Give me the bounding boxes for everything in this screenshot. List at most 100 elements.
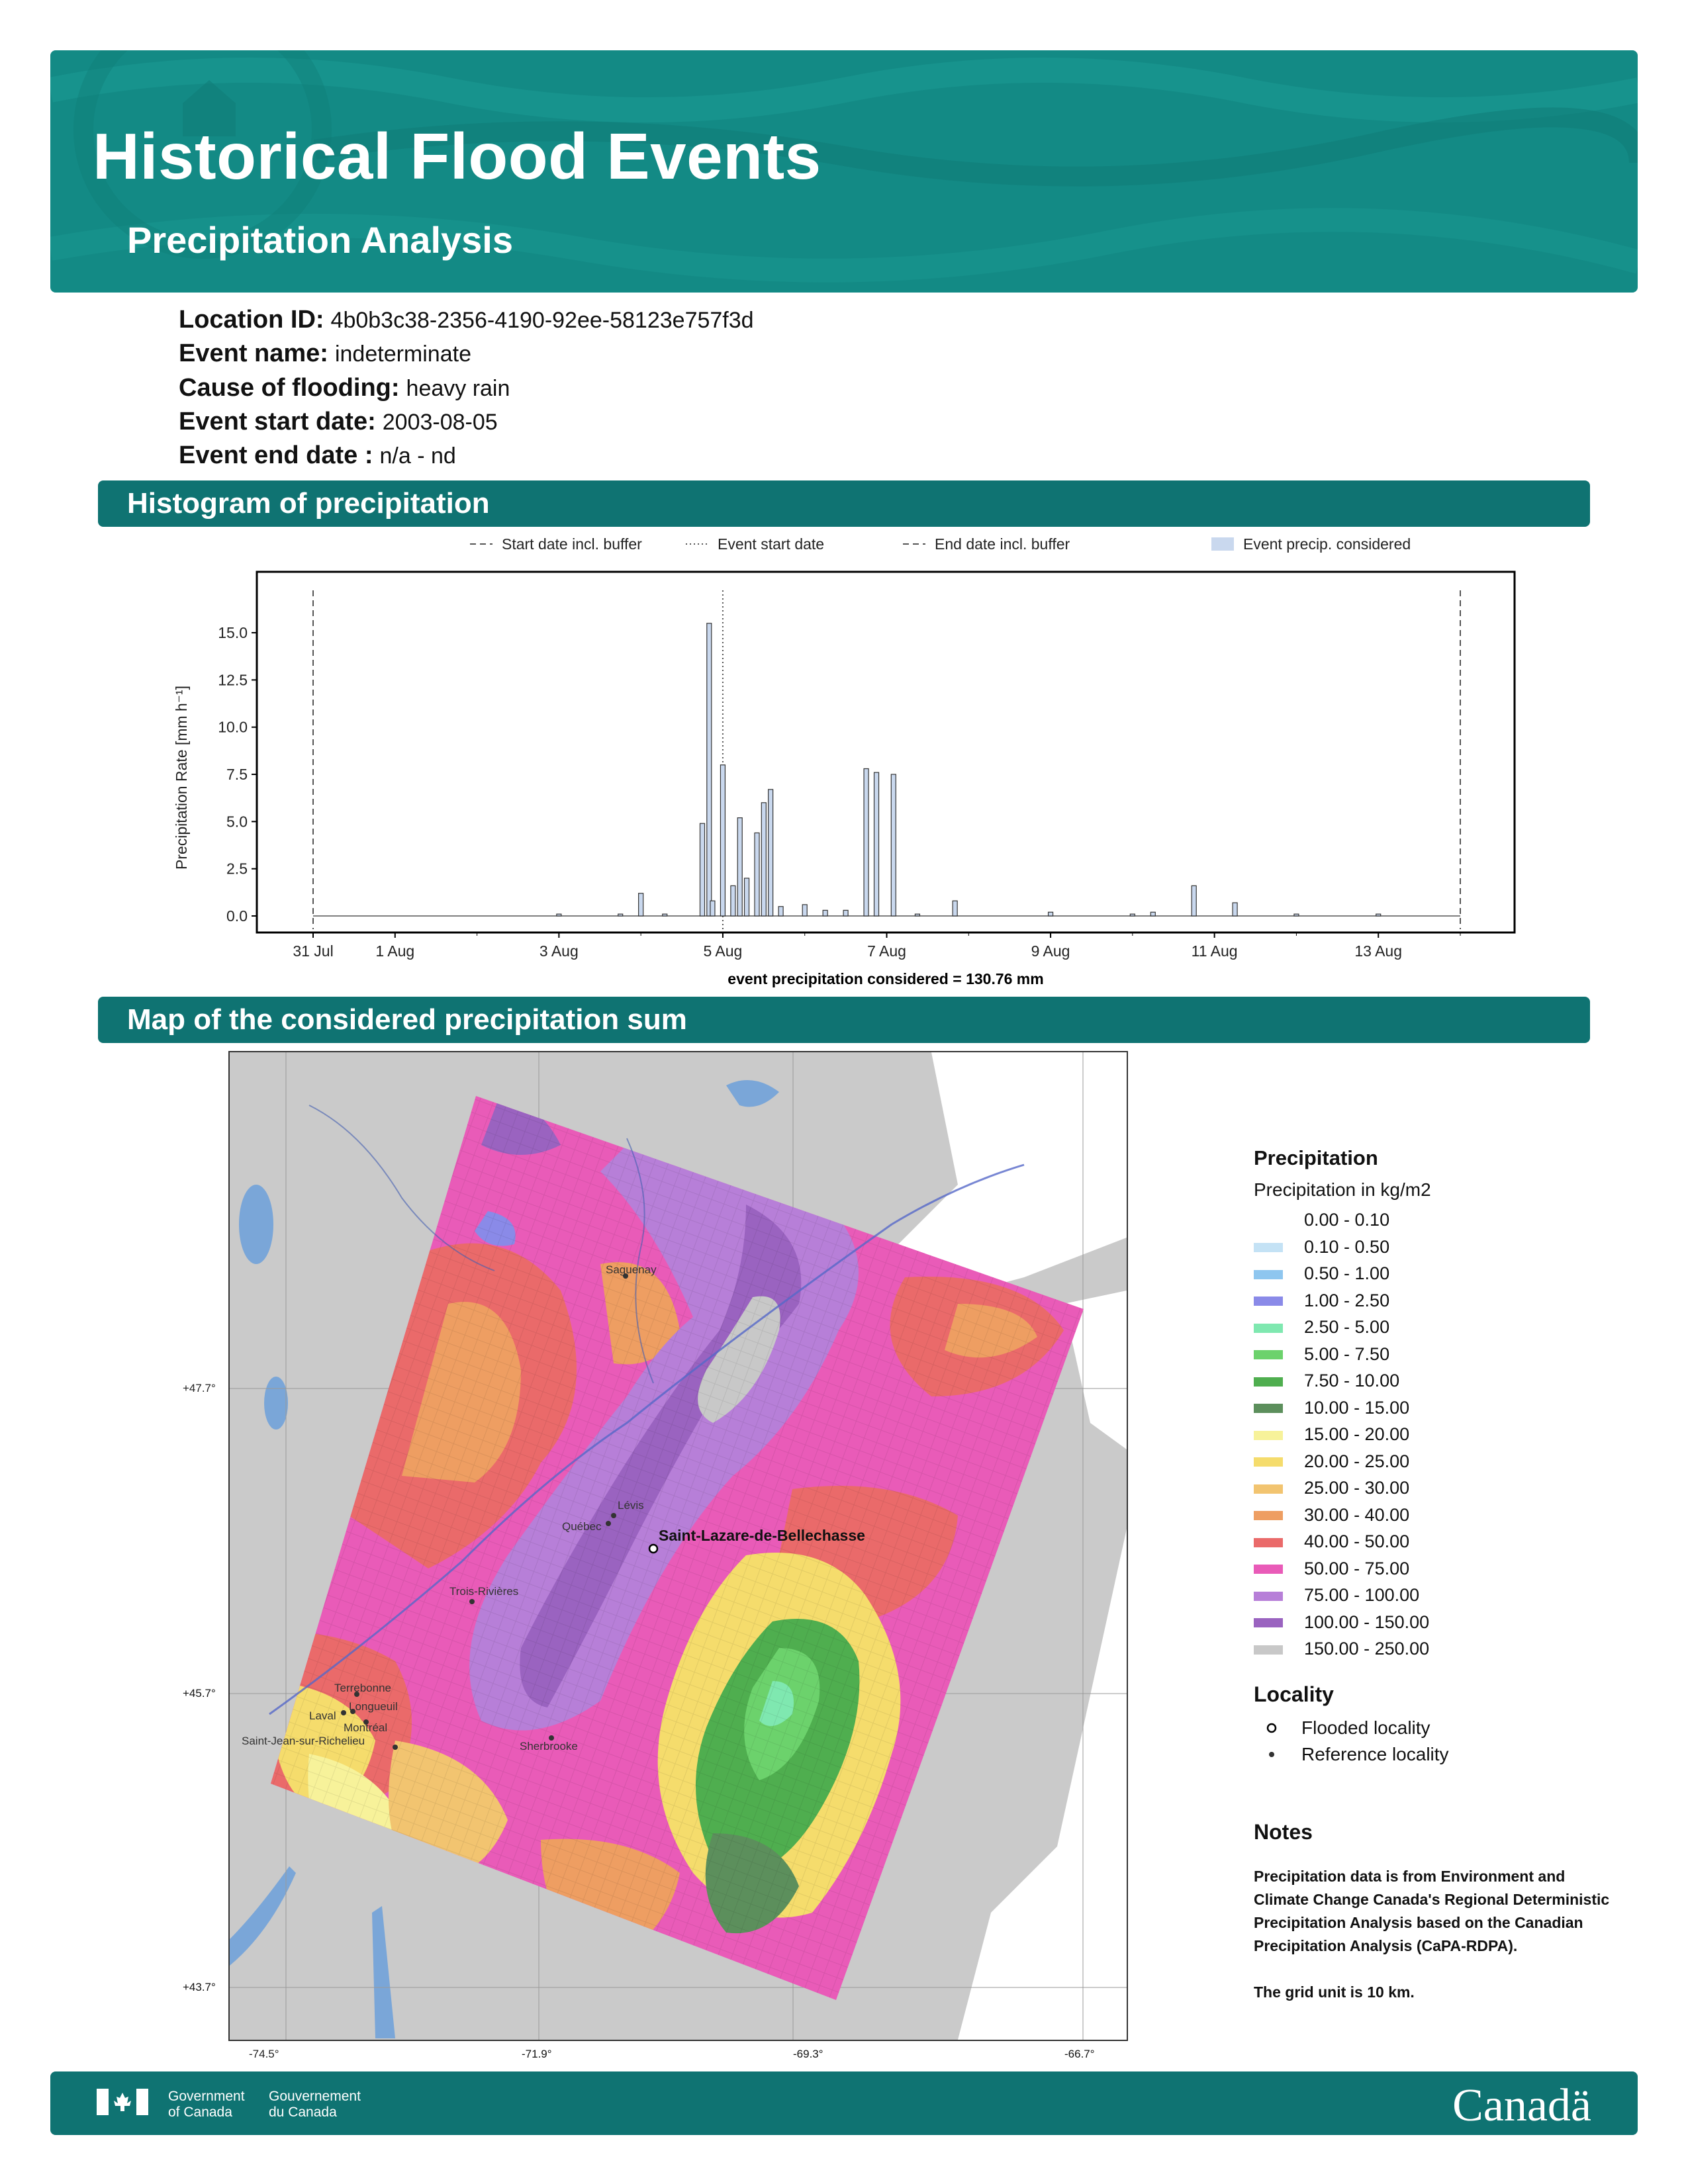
precip-bar [1191,885,1197,917]
precip-bar [761,802,767,917]
locality-markers: Saguenay Lévis Québec Trois-Rivières Ter… [242,1263,865,1752]
map-lon-label: -69.3° [793,2048,823,2060]
legend-label: Event precip. considered [1243,535,1411,553]
precip-bar [710,900,716,917]
color-swatch [1254,1511,1283,1521]
legend-label: Start date incl. buffer [502,535,642,553]
legend-range-label: 0.50 - 1.00 [1304,1263,1390,1283]
color-swatch [1254,1269,1283,1279]
legend-item: 50.00 - 75.00 [1254,1556,1409,1581]
info-value: heavy rain [406,376,510,401]
precip-bar [890,774,896,917]
open-circle-icon [1263,1715,1280,1741]
locality-label: Longueuil [349,1700,398,1713]
color-swatch [1254,1430,1283,1440]
x-tick-label: 13 Aug [1354,942,1402,960]
legend-reference-locality: Reference locality [1263,1741,1449,1768]
section-title-histogram: Histogram of precipitation [98,480,1590,527]
precip-bar [662,913,668,917]
locality-label: Québec [562,1520,602,1533]
legend-item: 100.00 - 150.00 [1254,1610,1429,1635]
reference-locality-dot [623,1273,628,1279]
section-title-map: Map of the considered precipitation sum [98,997,1590,1043]
locality-label: Montréal [344,1721,387,1734]
legend-item: 0.00 - 0.10 [1254,1207,1389,1232]
y-tick-label: 15.0 [218,624,248,641]
water-atlantic [958,1529,1127,2040]
map-lat-label: +47.7° [183,1382,216,1394]
x-tick-label: 7 Aug [867,942,906,960]
info-value: indeterminate [334,341,471,367]
legend-range-label: 2.50 - 5.00 [1304,1317,1390,1337]
color-swatch [1254,1216,1283,1226]
legend-range-label: 5.00 - 7.50 [1304,1343,1390,1364]
color-swatch [1254,1537,1283,1547]
plot-frame [256,570,1516,934]
precip-bar [843,909,849,917]
lake-ontario-edge [230,1866,296,1966]
precip-bar [914,913,921,917]
legend-item: 30.00 - 40.00 [1254,1502,1409,1527]
legend-range-label: 20.00 - 25.00 [1304,1451,1410,1471]
lake [239,1185,273,1264]
map-lat-label: +45.7° [183,1687,216,1700]
legend-label: Event start date [718,535,824,553]
legend-item: 75.00 - 100.00 [1254,1582,1419,1608]
info-label: Cause of flooding: [179,374,400,402]
y-tick-label: 12.5 [218,671,248,688]
legend-title: Precipitation [1254,1146,1378,1169]
precip-bar [706,623,712,917]
legend-item: 20.00 - 25.00 [1254,1449,1409,1474]
locality-label: Lévis [618,1499,644,1512]
legend-range-label: 10.00 - 15.00 [1304,1397,1410,1418]
map-lon-label: -74.5° [249,2048,279,2060]
color-swatch [1254,1404,1283,1414]
legend-range-label: 1.00 - 2.50 [1304,1290,1390,1310]
color-swatch [1254,1565,1283,1574]
x-tick-label: 9 Aug [1031,942,1070,960]
notes-paragraph: The grid unit is 10 km. [1254,1983,1415,2001]
map-lat-label: +43.7° [183,1981,216,1993]
legend-range-label: 0.10 - 0.50 [1304,1236,1390,1257]
info-event-name: Event name: indeterminate [179,340,471,368]
legend-item: 25.00 - 30.00 [1254,1475,1409,1500]
precip-bar [556,913,562,917]
legend-range-label: 150.00 - 250.00 [1304,1639,1430,1659]
legend-item: 40.00 - 50.00 [1254,1529,1409,1554]
precip-bar [802,904,808,917]
color-swatch [1254,1591,1283,1601]
legend-item: 10.00 - 15.00 [1254,1395,1409,1420]
info-label: Event start date: [179,408,376,435]
legend-item: 0.10 - 0.50 [1254,1234,1389,1259]
info-end-date: Event end date : n/a - nd [179,441,456,470]
reference-locality-dot [549,1735,554,1741]
reference-locality-dot [469,1599,475,1604]
precip-bar [754,832,760,917]
info-value: n/a - nd [379,443,456,469]
color-swatch [1254,1457,1283,1467]
x-tick-label: 5 Aug [704,942,743,960]
locality-label: Laval [309,1709,336,1722]
color-swatch [1254,1243,1283,1253]
info-value: 2003-08-05 [382,410,498,435]
legend-item: 7.50 - 10.00 [1254,1368,1399,1393]
map-canvas: Saguenay Lévis Québec Trois-Rivières Ter… [230,1052,1127,2040]
canada-wordmark: Canadä [1452,2080,1591,2131]
st-lawrence-river [269,1163,1025,1715]
legend-subtitle: Precipitation in kg/m2 [1254,1179,1431,1200]
legend-range-label: 40.00 - 50.00 [1304,1531,1410,1551]
canada-flag-icon [97,2089,148,2115]
reference-locality-dot [354,1692,359,1697]
lake [264,1377,288,1430]
notes-body: Precipitation data is from Environment a… [1254,1865,1611,2004]
locality-label: Saguenay [606,1263,657,1276]
flooded-locality-label: Saint-Lazare-de-Bellechasse [659,1527,865,1544]
legend-flooded-locality: Flooded locality [1263,1715,1430,1741]
gov-en-text: Government of Canada [168,2089,245,2120]
locality-label: Terrebonne [334,1682,391,1694]
notes-title: Notes [1254,1820,1313,1844]
precip-bar [778,906,784,917]
info-value: 4b0b3c38-2356-4190-92ee-58123e757f3d [330,308,754,333]
x-tick-label: 31 Jul [293,942,333,960]
color-swatch [1254,1323,1283,1333]
